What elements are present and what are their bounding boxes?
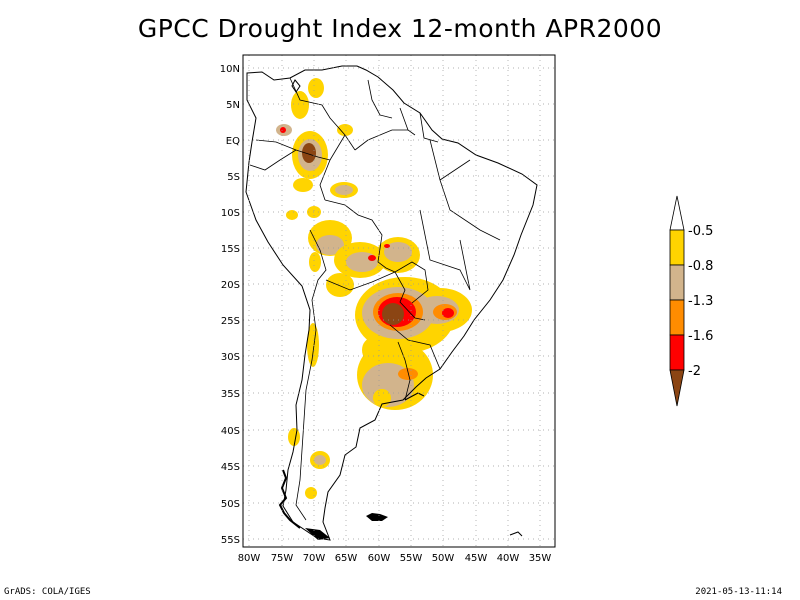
lat-tick: 45S <box>221 462 240 473</box>
lat-tick: EQ <box>226 136 240 147</box>
legend-label: -0.8 <box>688 259 713 274</box>
lon-tick: 70W <box>303 553 326 564</box>
credit-label: GrADS: COLA/IGES <box>4 587 91 597</box>
lon-tick: 35W <box>529 553 552 564</box>
lon-tick: 60W <box>368 553 391 564</box>
lon-tick: 80W <box>238 553 261 564</box>
legend-bottom-arrow <box>669 369 685 407</box>
drought-area-argentina <box>288 323 433 499</box>
lon-tick-labels: 80W 75W 70W 65W 60W 55W 50W 45W 40W 35W <box>238 553 552 564</box>
border-argentina-uruguay <box>397 341 411 401</box>
south-georgia <box>509 531 523 537</box>
legend-swatch-extreme <box>669 334 685 371</box>
lon-tick: 75W <box>271 553 294 564</box>
lon-tick: 40W <box>497 553 520 564</box>
graticule <box>243 55 555 547</box>
lon-tick: 65W <box>335 553 358 564</box>
border-paraguay-brazil-argentina <box>389 261 441 370</box>
chiloe-fjords <box>278 469 301 529</box>
legend-top-arrow <box>669 195 685 231</box>
legend-label: -2 <box>688 364 701 379</box>
lat-tick: 5N <box>226 100 240 111</box>
lat-tick-labels: 10N 5N EQ 5S 10S 15S 20S 25S 30S 35S 40S… <box>220 64 240 546</box>
border-colombia-venezuela <box>289 77 356 151</box>
legend-colorbar <box>669 195 685 407</box>
legend-swatch-moderate <box>669 229 685 266</box>
border-guianas <box>399 107 439 143</box>
lat-tick: 30S <box>221 352 240 363</box>
legend-label: -1.6 <box>688 329 713 344</box>
drought-area-peru <box>286 182 358 256</box>
border-peru-brazil-bolivia <box>324 199 396 273</box>
south-america-coastline <box>245 65 538 541</box>
lat-tick: 55S <box>221 535 240 546</box>
border-venezuela-guyana <box>367 79 393 119</box>
timestamp-label: 2021-05-13-11:14 <box>695 587 782 597</box>
lat-tick: 50S <box>221 499 240 510</box>
tierra-del-fuego <box>305 528 330 540</box>
legend-labels: -0.5 -0.8 -1.3 -1.6 -2 <box>688 224 713 379</box>
lat-tick: 35S <box>221 389 240 400</box>
lat-tick: 5S <box>227 172 240 183</box>
lat-tick: 40S <box>221 426 240 437</box>
lon-tick: 50W <box>432 553 455 564</box>
border-peru-bolivia-chile <box>309 229 327 301</box>
legend-swatch-very-severe <box>669 299 685 336</box>
border-colombia-ecuador-peru <box>255 139 331 201</box>
border-ecuador-peru <box>249 149 297 171</box>
lat-tick: 20S <box>221 280 240 291</box>
lat-tick: 10N <box>220 64 240 75</box>
border-bolivia-paraguay-argentina <box>325 271 426 321</box>
country-borders <box>249 77 501 521</box>
border-brazil-north <box>329 129 408 161</box>
lon-tick: 55W <box>400 553 423 564</box>
legend-swatch-severe <box>669 264 685 301</box>
drought-area-colombia <box>276 78 353 192</box>
map-frame <box>242 54 556 548</box>
falkland-islands <box>366 513 388 521</box>
drought-shading <box>276 78 472 499</box>
islands <box>278 469 523 540</box>
lat-tick: 15S <box>221 244 240 255</box>
lon-tick: 45W <box>465 553 488 564</box>
border-brazil-states <box>419 139 501 291</box>
legend-label: -1.3 <box>688 294 713 309</box>
lat-tick: 10S <box>221 208 240 219</box>
lat-tick: 25S <box>221 316 240 327</box>
map-title: GPCC Drought Index 12-month APR2000 <box>137 14 663 43</box>
legend-label: -0.5 <box>688 224 713 239</box>
border-argentina-chile <box>295 299 317 521</box>
